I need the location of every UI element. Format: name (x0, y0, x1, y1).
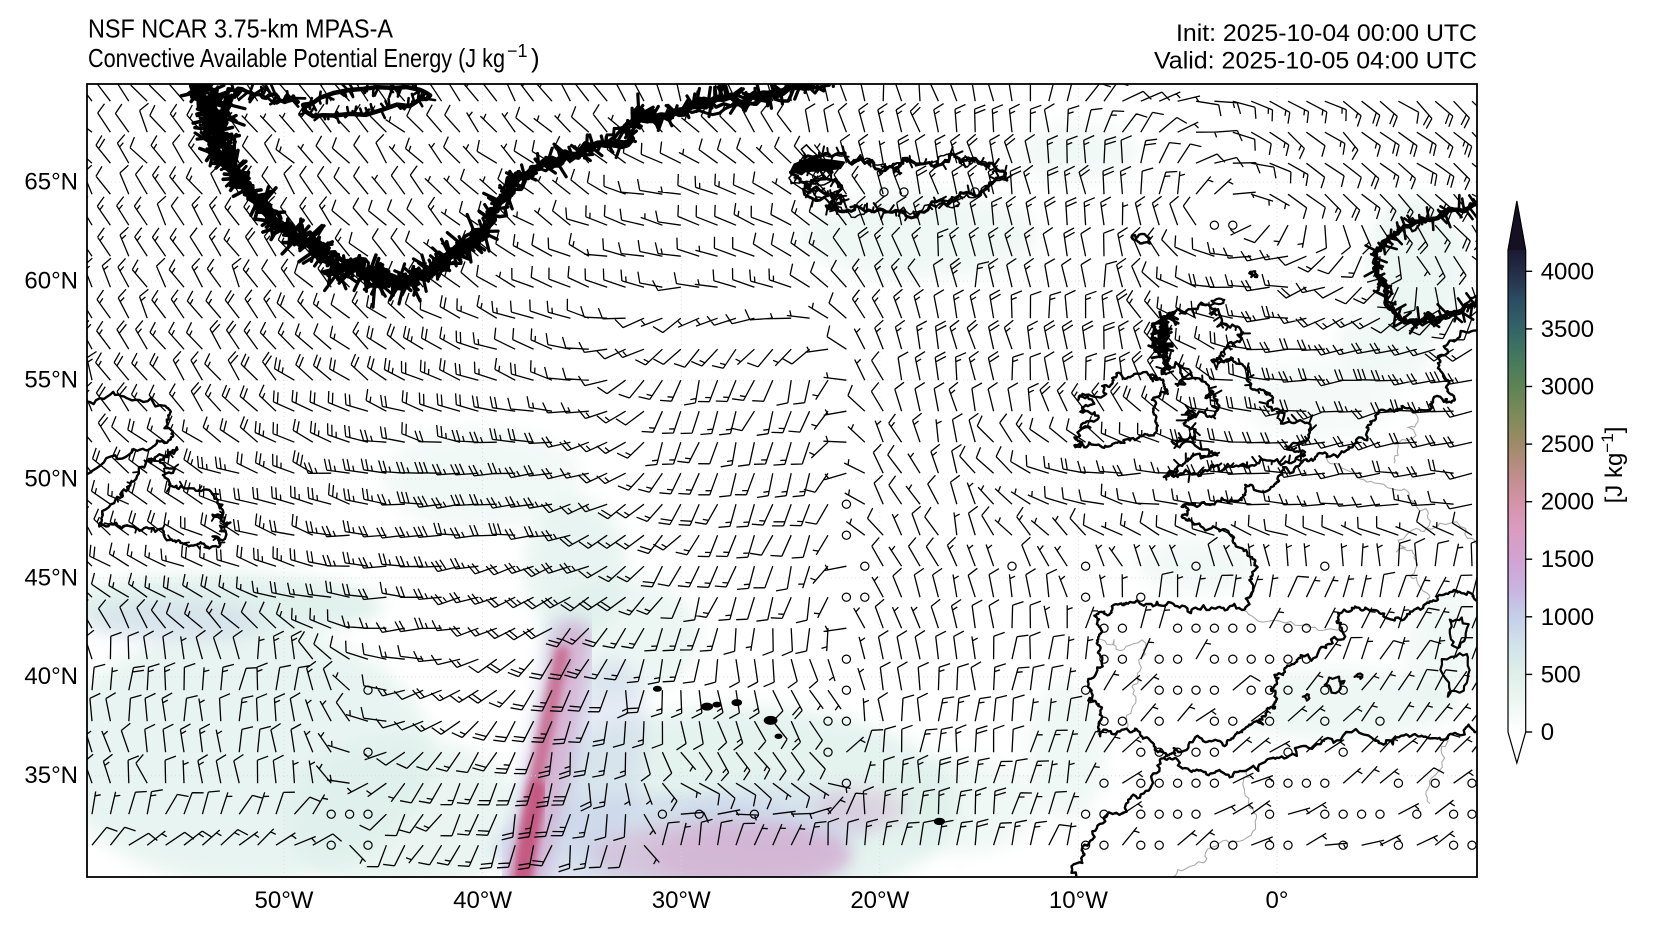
svg-text:0: 0 (1541, 719, 1554, 746)
svg-text:40°W: 40°W (453, 887, 512, 914)
svg-text:50°W: 50°W (255, 887, 314, 914)
svg-text:10°W: 10°W (1049, 887, 1108, 914)
svg-text:40°N: 40°N (24, 663, 78, 690)
svg-text:2000: 2000 (1541, 489, 1594, 516)
svg-text:Convective Available Potential: Convective Available Potential Energy (J… (88, 43, 505, 73)
svg-text:4000: 4000 (1541, 258, 1594, 285)
svg-text:): ) (531, 43, 540, 73)
svg-text:500: 500 (1541, 661, 1581, 688)
svg-text:1000: 1000 (1541, 604, 1594, 631)
svg-text:55°N: 55°N (24, 366, 78, 393)
svg-text:20°W: 20°W (850, 887, 909, 914)
svg-text:50°N: 50°N (24, 465, 78, 492)
svg-text:2500: 2500 (1541, 431, 1594, 458)
svg-text:Init: 2025-10-04 00:00 UTC: Init: 2025-10-04 00:00 UTC (1176, 20, 1477, 47)
svg-text:3500: 3500 (1541, 316, 1594, 343)
svg-text:−1: −1 (507, 41, 528, 61)
svg-text:Valid: 2025-10-05 04:00 UTC: Valid: 2025-10-05 04:00 UTC (1154, 48, 1477, 75)
svg-text:65°N: 65°N (24, 169, 78, 196)
svg-text:60°N: 60°N (24, 267, 78, 294)
svg-text:NSF NCAR 3.75-km MPAS-A: NSF NCAR 3.75-km MPAS-A (88, 14, 394, 44)
svg-text:1500: 1500 (1541, 546, 1594, 573)
svg-text:0°: 0° (1266, 887, 1289, 914)
svg-text:45°N: 45°N (24, 564, 78, 591)
svg-text:35°N: 35°N (24, 762, 78, 789)
svg-text:3000: 3000 (1541, 374, 1594, 401)
svg-text:30°W: 30°W (652, 887, 711, 914)
